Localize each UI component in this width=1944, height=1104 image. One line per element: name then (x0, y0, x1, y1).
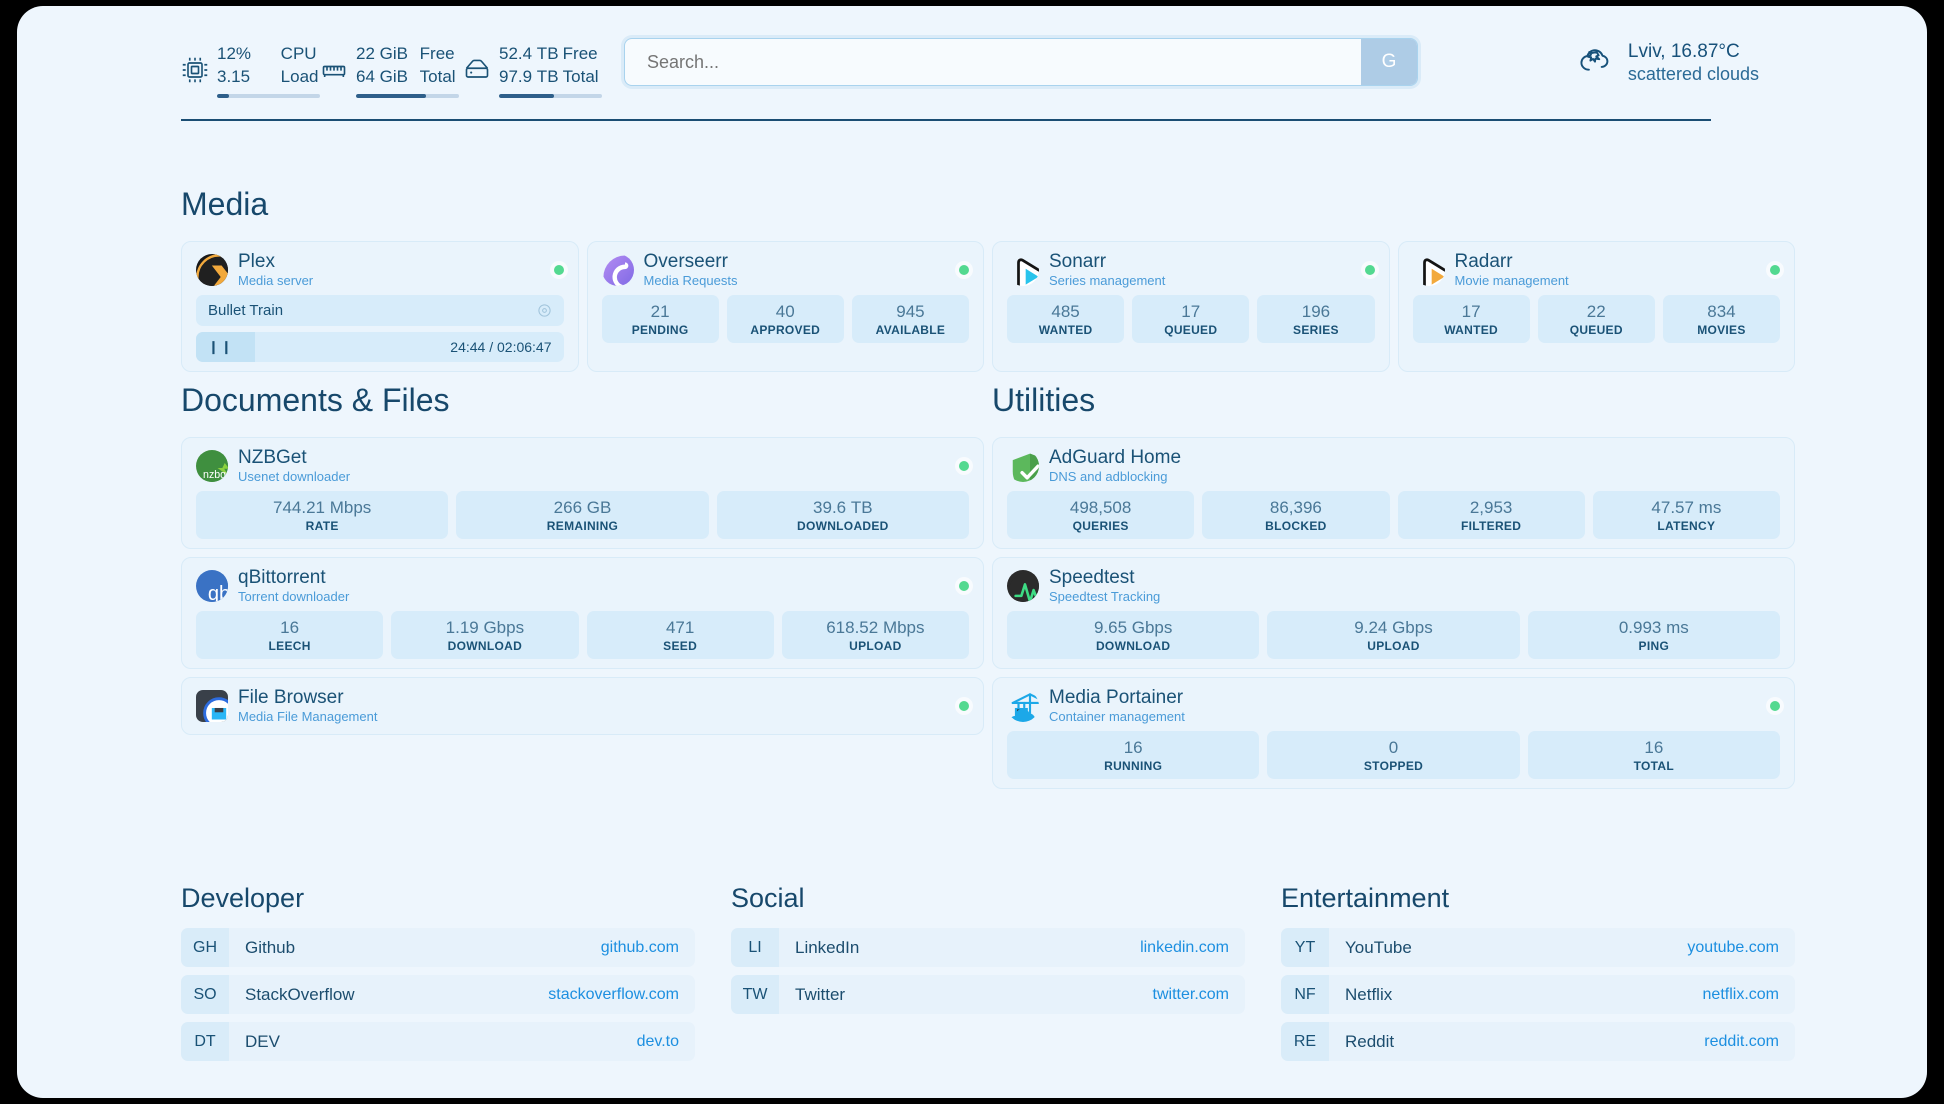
svg-text:nzbget: nzbget (203, 469, 228, 481)
svg-text:qb: qb (208, 583, 228, 602)
